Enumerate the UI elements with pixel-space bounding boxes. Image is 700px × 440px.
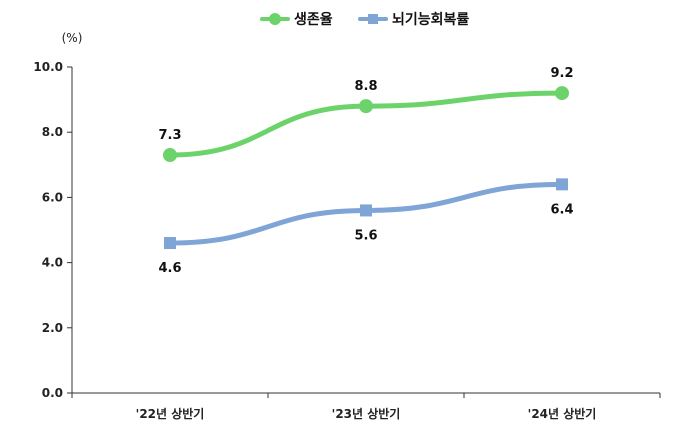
y-tick-label: 2.0 <box>42 321 63 335</box>
data-label: 7.3 <box>158 128 181 143</box>
data-label: 8.8 <box>354 79 377 94</box>
series-1: 4.6 5.6 6.4 <box>158 178 574 276</box>
x-tick-label: '24년 상반기 <box>528 406 597 421</box>
data-point-marker <box>359 99 373 114</box>
data-label: 9.2 <box>550 66 573 81</box>
legend-marker <box>368 14 378 24</box>
legend: 생존율 뇌기능회복률 <box>260 11 469 28</box>
series-layer: 7.3 8.8 9.2 4.6 5.6 6.4 <box>158 66 573 276</box>
data-label: 5.6 <box>354 228 377 243</box>
data-label: 4.6 <box>158 261 181 276</box>
data-point-marker <box>163 148 177 163</box>
legend-marker <box>269 13 281 25</box>
data-label: 6.4 <box>550 202 573 217</box>
x-axis: '22년 상반기 '23년 상반기 '24년 상반기 <box>71 392 661 421</box>
y-unit-label: (%) <box>62 31 83 45</box>
data-point-marker <box>164 237 176 250</box>
series-0: 7.3 8.8 9.2 <box>158 66 574 163</box>
data-point-marker <box>556 178 568 191</box>
y-tick-label: 0.0 <box>42 386 63 400</box>
y-tick-label: 4.0 <box>42 256 63 270</box>
x-tick-label: '23년 상반기 <box>332 406 401 421</box>
y-axis: 0.0 2.0 4.0 6.0 8.0 10.0 <box>33 60 73 400</box>
data-point-marker <box>360 204 372 217</box>
y-tick-label: 10.0 <box>33 60 63 74</box>
legend-label: 뇌기능회복률 <box>392 11 469 28</box>
y-tick-label: 8.0 <box>42 125 63 139</box>
legend-label: 생존율 <box>294 11 333 28</box>
x-tick-label: '22년 상반기 <box>136 406 205 421</box>
data-point-marker <box>555 86 569 101</box>
y-tick-label: 6.0 <box>42 190 63 204</box>
